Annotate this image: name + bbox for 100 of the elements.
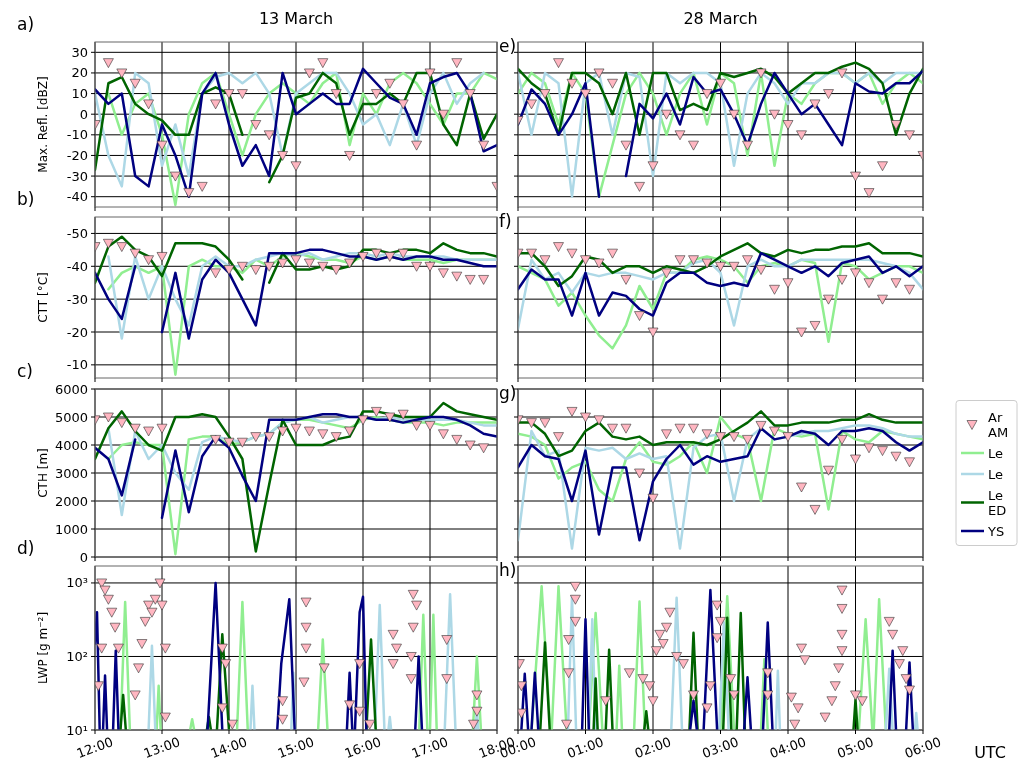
point <box>755 421 767 431</box>
point <box>580 89 591 99</box>
y-tick-label: -40 <box>66 189 88 205</box>
point <box>792 703 804 714</box>
point <box>129 423 141 434</box>
text: c) <box>17 361 33 381</box>
point <box>674 423 686 434</box>
y-tick-label: 6000 <box>54 381 88 397</box>
point <box>701 703 713 714</box>
point <box>411 600 422 611</box>
point <box>671 652 682 662</box>
point <box>411 140 422 151</box>
legend-label: Le <box>988 445 1004 461</box>
point <box>863 278 875 289</box>
point <box>116 242 128 252</box>
point <box>129 78 141 89</box>
point <box>823 294 834 305</box>
point <box>850 454 861 465</box>
point <box>620 423 632 434</box>
point <box>890 451 902 462</box>
point <box>237 261 248 272</box>
point <box>317 58 329 68</box>
point <box>478 443 489 454</box>
point <box>850 171 861 182</box>
point <box>890 278 902 289</box>
point <box>688 140 699 151</box>
point <box>354 706 365 717</box>
point <box>438 429 449 440</box>
point <box>330 432 342 442</box>
point <box>250 265 262 275</box>
point <box>688 423 699 434</box>
point <box>304 258 315 269</box>
point <box>478 140 489 151</box>
point <box>539 255 551 266</box>
point <box>634 468 645 479</box>
legend-label: Le <box>988 466 1004 482</box>
point <box>526 99 537 110</box>
point <box>887 630 898 640</box>
point <box>277 151 288 161</box>
point <box>644 681 655 692</box>
point <box>330 89 342 99</box>
point <box>290 255 302 266</box>
y-axis-title: Max. Refl. [dBZ] <box>36 76 50 173</box>
point <box>688 690 699 701</box>
x-tick-label: 03:00 <box>700 734 741 761</box>
point <box>438 268 449 279</box>
point <box>715 617 726 627</box>
point <box>782 278 794 289</box>
point <box>607 248 618 259</box>
point <box>657 639 669 649</box>
point <box>566 248 578 259</box>
point <box>539 89 551 99</box>
point <box>103 412 114 423</box>
point <box>570 594 581 605</box>
point <box>823 465 834 476</box>
point <box>769 426 780 437</box>
y-axis-title: LWP [g m⁻²] <box>36 611 50 685</box>
point <box>799 655 811 666</box>
point <box>725 674 736 684</box>
legend-label: Ar AM <box>988 409 1009 440</box>
point <box>250 120 262 130</box>
point <box>809 321 821 331</box>
point <box>344 258 355 269</box>
point <box>405 652 417 662</box>
point <box>715 78 726 89</box>
point <box>580 412 591 423</box>
y-tick-label: -30 <box>66 291 88 307</box>
point <box>156 423 168 434</box>
point <box>539 418 551 428</box>
point <box>897 646 909 656</box>
legend-label: YS <box>987 523 1005 539</box>
point <box>371 89 382 99</box>
point <box>464 89 476 99</box>
point <box>471 690 483 701</box>
point <box>850 268 861 279</box>
point <box>397 409 409 420</box>
point <box>451 435 463 445</box>
point <box>607 423 618 434</box>
point <box>277 426 288 437</box>
y-tick-label: -20 <box>66 324 88 340</box>
point <box>624 668 635 679</box>
point <box>755 68 767 79</box>
y-tick-label: 1000 <box>54 521 88 537</box>
point <box>318 663 330 674</box>
point <box>424 68 436 79</box>
point <box>661 109 672 120</box>
y-tick-label: -10 <box>66 127 88 143</box>
point <box>728 109 740 120</box>
point <box>637 674 649 684</box>
x-tick-label: 06:00 <box>902 734 943 761</box>
y-tick-label: 10 <box>71 86 88 102</box>
x-tick-label: 16:00 <box>342 734 383 761</box>
point <box>796 643 807 654</box>
point <box>900 674 912 684</box>
point <box>836 630 848 640</box>
point <box>580 255 591 266</box>
point <box>407 590 419 600</box>
point <box>357 252 369 262</box>
point <box>904 284 915 295</box>
point <box>344 700 355 711</box>
